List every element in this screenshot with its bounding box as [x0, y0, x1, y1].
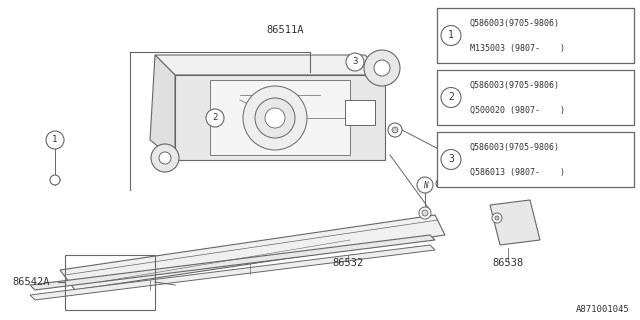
Circle shape — [492, 213, 502, 223]
Text: Q586003(9705-9806): Q586003(9705-9806) — [470, 19, 560, 28]
FancyBboxPatch shape — [437, 132, 634, 187]
FancyBboxPatch shape — [437, 8, 634, 63]
Circle shape — [422, 210, 428, 216]
Text: 021706000(1): 021706000(1) — [434, 180, 499, 189]
Circle shape — [159, 152, 171, 164]
Text: A871001045: A871001045 — [576, 305, 630, 314]
Polygon shape — [30, 245, 435, 300]
Circle shape — [392, 127, 398, 133]
Text: 2: 2 — [212, 114, 218, 123]
Circle shape — [374, 60, 390, 76]
Polygon shape — [30, 235, 435, 290]
FancyBboxPatch shape — [437, 70, 634, 125]
Text: N: N — [422, 180, 428, 189]
Circle shape — [346, 53, 364, 71]
Circle shape — [46, 131, 64, 149]
Text: 1: 1 — [52, 135, 58, 145]
Text: 86511A: 86511A — [266, 25, 304, 35]
Circle shape — [206, 109, 224, 127]
Text: 2: 2 — [448, 92, 454, 102]
Text: M135003 (9807-    ): M135003 (9807- ) — [470, 44, 565, 53]
Circle shape — [441, 26, 461, 45]
Polygon shape — [345, 100, 375, 125]
Polygon shape — [490, 200, 540, 245]
Text: Q586003(9705-9806): Q586003(9705-9806) — [470, 81, 560, 90]
Circle shape — [265, 108, 285, 128]
Text: Q586003(9705-9806): Q586003(9705-9806) — [470, 143, 560, 152]
Text: 86535: 86535 — [455, 153, 486, 163]
Circle shape — [417, 177, 433, 193]
Polygon shape — [210, 80, 350, 155]
Polygon shape — [150, 55, 175, 160]
Text: Q586013 (9807-    ): Q586013 (9807- ) — [470, 168, 565, 177]
Circle shape — [255, 98, 295, 138]
Circle shape — [441, 87, 461, 108]
Circle shape — [419, 207, 431, 219]
Text: 86538: 86538 — [492, 258, 524, 268]
Circle shape — [364, 50, 400, 86]
Polygon shape — [60, 215, 445, 290]
Circle shape — [495, 216, 499, 220]
Circle shape — [441, 149, 461, 170]
Text: 86532: 86532 — [332, 258, 364, 268]
Polygon shape — [175, 75, 385, 160]
Circle shape — [243, 86, 307, 150]
Polygon shape — [155, 55, 385, 75]
Text: 3: 3 — [448, 155, 454, 164]
Text: Q500020 (9807-    ): Q500020 (9807- ) — [470, 106, 565, 115]
Circle shape — [388, 123, 402, 137]
Circle shape — [50, 175, 60, 185]
Circle shape — [151, 144, 179, 172]
Text: 3: 3 — [352, 58, 358, 67]
Text: 86542A: 86542A — [12, 277, 49, 287]
Text: 1: 1 — [448, 30, 454, 41]
